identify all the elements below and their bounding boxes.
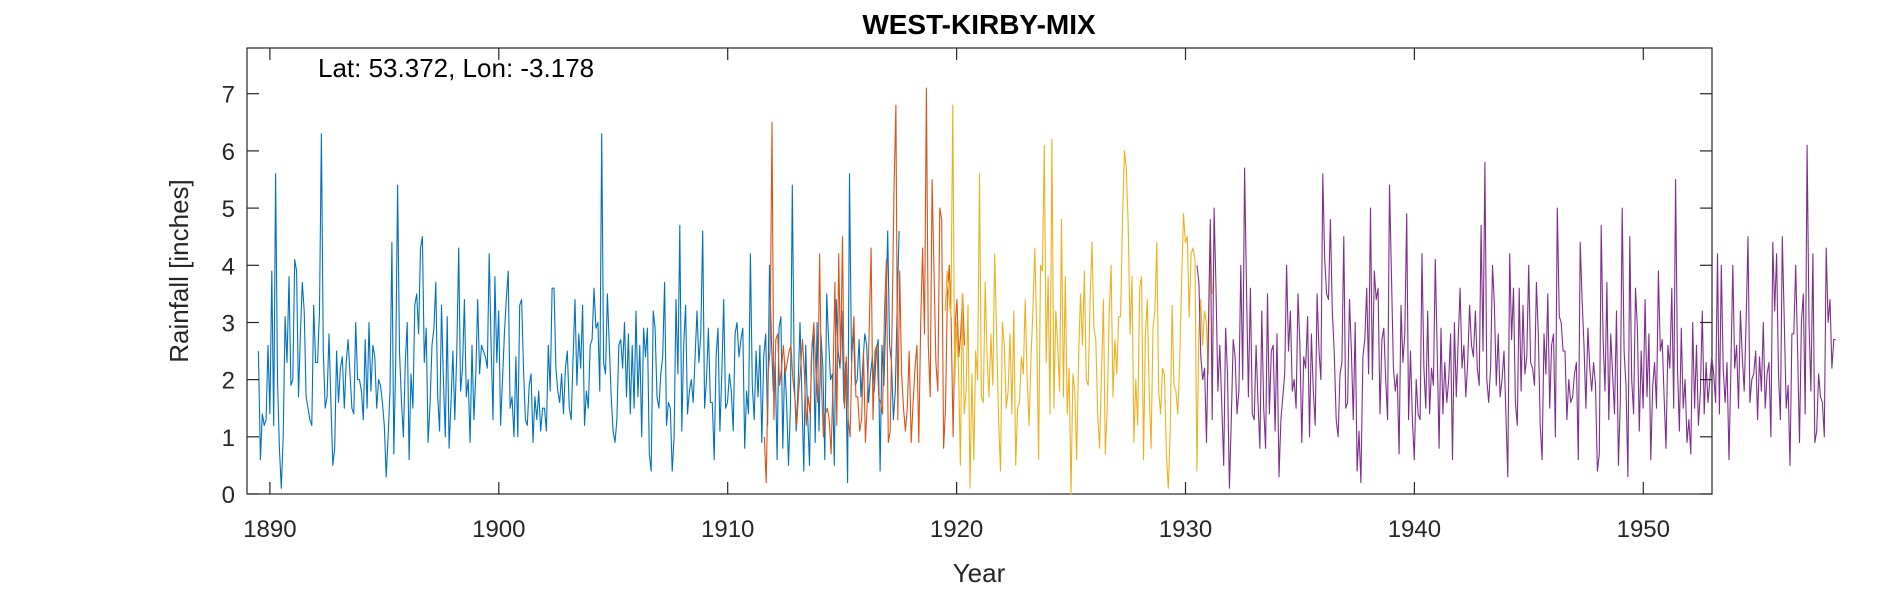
x-axis-label: Year	[953, 558, 1006, 588]
y-tick-label: 0	[222, 482, 235, 509]
y-tick-label: 3	[222, 311, 235, 338]
y-axis-label: Rainfall [inches]	[164, 179, 194, 363]
series-line-3	[944, 104, 1213, 495]
series-line-4	[1196, 144, 1836, 489]
location-annotation: Lat: 53.372, Lon: -3.178	[318, 53, 594, 83]
x-tick-label: 1900	[472, 516, 525, 543]
y-tick-label: 2	[222, 368, 235, 395]
plot-frame	[246, 47, 1713, 495]
series-layer	[257, 87, 1836, 495]
y-tick-label: 5	[222, 196, 235, 223]
y-tick-label: 1	[222, 425, 235, 452]
axes-layer: 1890 1900 1910 1920 1930 1940 1950 0 1 2 3 4 5 6 7	[222, 48, 1712, 543]
series-line-1	[257, 133, 900, 489]
y-tick-label: 4	[222, 253, 235, 280]
x-tick-label: 1930	[1159, 516, 1212, 543]
chart-title: WEST-KIRBY-MIX	[862, 9, 1096, 40]
x-tick-label: 1920	[930, 516, 983, 543]
y-tick-label: 7	[222, 82, 235, 109]
x-tick-label: 1890	[243, 516, 296, 543]
x-tick-label: 1910	[701, 516, 754, 543]
y-tick-label: 6	[222, 139, 235, 166]
x-tick-label: 1950	[1617, 516, 1670, 543]
x-tick-label: 1940	[1388, 516, 1441, 543]
series-line-2	[763, 87, 966, 484]
